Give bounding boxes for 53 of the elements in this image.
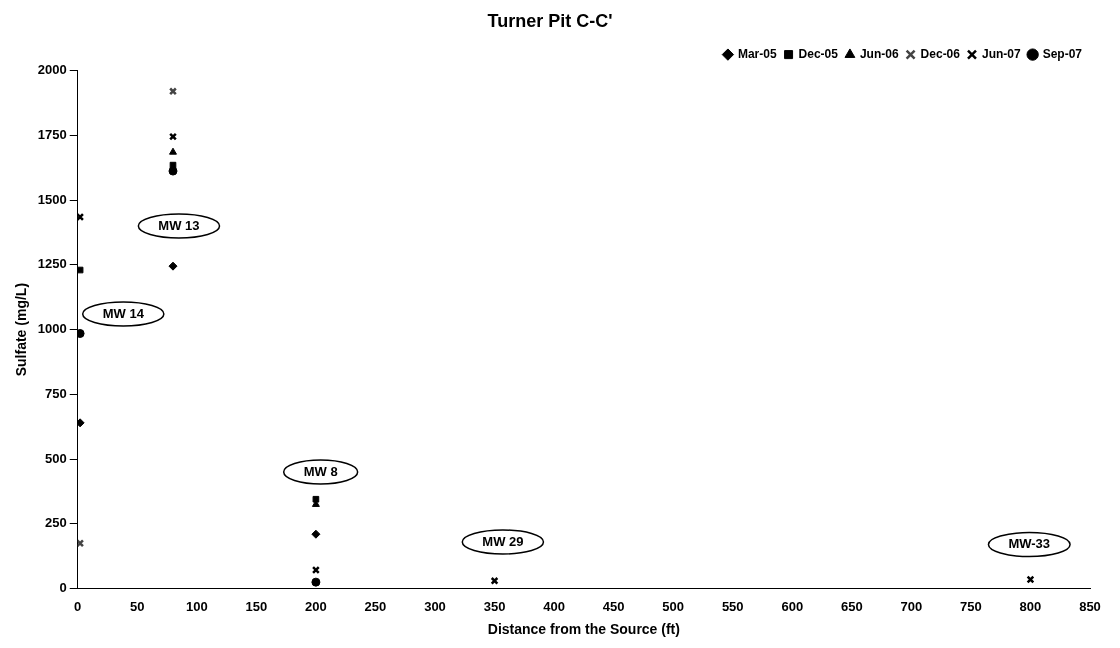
point bbox=[168, 166, 178, 176]
y-tick-label: 250 bbox=[45, 515, 67, 531]
x-axis-title: Distance from the Source (ft) bbox=[487, 621, 680, 638]
x-tick-label: 600 bbox=[781, 598, 804, 614]
x-tick-label: 850 bbox=[1079, 598, 1101, 614]
x-tick-label: 650 bbox=[840, 598, 863, 614]
point bbox=[77, 328, 85, 338]
point bbox=[490, 576, 499, 585]
x-tick-label: 200 bbox=[305, 598, 327, 614]
annotation: MW 29 bbox=[482, 533, 524, 549]
annotation: MW-33 bbox=[1008, 536, 1051, 552]
x-tick-label: 500 bbox=[662, 598, 685, 614]
x-tick-label: 400 bbox=[543, 598, 565, 614]
x-tick-label: 100 bbox=[185, 598, 208, 614]
annotation: MW 8 bbox=[303, 463, 338, 479]
point bbox=[77, 266, 84, 274]
y-tick-label: 500 bbox=[45, 450, 67, 466]
y-tick-label: 1250 bbox=[37, 256, 67, 272]
legend-label: Sep-07 bbox=[1042, 46, 1083, 61]
point bbox=[168, 261, 178, 271]
y-tick-label: 0 bbox=[59, 580, 67, 596]
point bbox=[168, 87, 178, 96]
x-tick-label: 800 bbox=[1019, 598, 1042, 614]
point bbox=[168, 132, 178, 141]
x-tick-label: 150 bbox=[245, 598, 268, 614]
chart-title: Turner Pit C-C' bbox=[487, 10, 613, 31]
x-tick-label: 700 bbox=[900, 598, 923, 614]
x-tick-label: 550 bbox=[721, 598, 744, 614]
point bbox=[169, 147, 177, 155]
point bbox=[77, 539, 85, 548]
legend-label: Dec-06 bbox=[920, 46, 961, 61]
x-tick-label: 750 bbox=[960, 598, 982, 614]
legend-label: Jun-07 bbox=[981, 46, 1021, 61]
x-tick-label: 450 bbox=[602, 598, 625, 614]
x-tick-label: 300 bbox=[424, 598, 446, 614]
legend-label: Dec-05 bbox=[798, 46, 839, 61]
point bbox=[77, 418, 85, 428]
annotation: MW 14 bbox=[102, 305, 145, 321]
y-tick-label: 1000 bbox=[37, 321, 67, 337]
legend-label: Mar-05 bbox=[737, 46, 777, 61]
x-tick-label: 50 bbox=[130, 598, 145, 614]
y-tick-label: 1500 bbox=[37, 191, 67, 207]
y-tick-label: 1750 bbox=[37, 126, 67, 142]
x-tick-label: 0 bbox=[74, 598, 82, 614]
legend-label: Jun-06 bbox=[859, 46, 899, 61]
y-tick-label: 2000 bbox=[37, 62, 67, 78]
point bbox=[311, 577, 321, 587]
point bbox=[311, 529, 321, 539]
x-tick-label: 350 bbox=[483, 598, 506, 614]
x-tick-label: 250 bbox=[364, 598, 387, 614]
y-axis-title: Sulfate (mg/L) bbox=[13, 282, 30, 377]
y-tick-label: 750 bbox=[45, 385, 67, 401]
annotation: MW 13 bbox=[158, 217, 200, 233]
